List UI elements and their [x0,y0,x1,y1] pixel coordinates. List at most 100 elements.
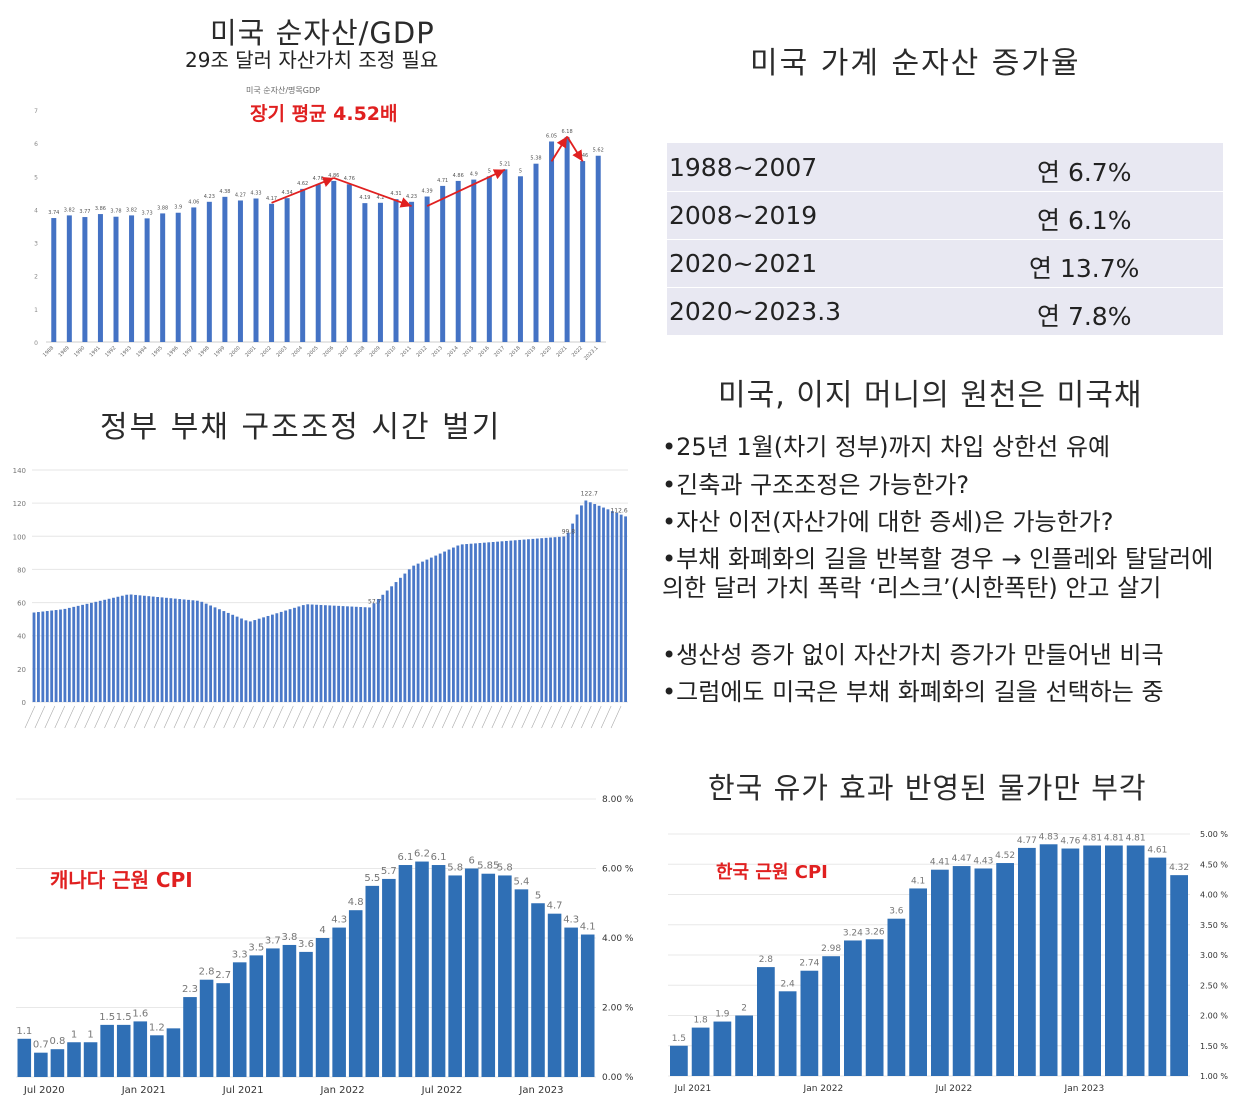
y-tick-label: 140 [13,467,26,475]
data-label: 3.8 [281,932,297,943]
bar [125,594,129,702]
bar [282,944,297,1077]
data-label: 5.38 [530,156,541,162]
annotation-label: 캐나다 근원 CPI [50,868,193,892]
bar [337,605,341,702]
data-label: 4.47 [952,854,972,864]
data-label: 2.8 [759,955,774,965]
bar [399,577,402,702]
bar [82,217,88,342]
bar [300,188,306,342]
bar [415,861,429,1077]
x-tick-label: 2010 [384,345,397,358]
bar [533,163,539,342]
data-label: 6.05 [546,133,557,139]
x-tick-mark [521,705,532,729]
x-tick-label: 1993 [120,345,133,358]
bar [271,614,274,702]
bar [120,595,124,702]
bar [279,611,283,702]
x-tick-mark [253,705,264,729]
bar [602,507,605,702]
bar [306,604,310,702]
bar [518,539,522,702]
x-tick-label: Jul 2021 [222,1085,264,1096]
bar [191,600,195,702]
bar [566,532,570,702]
x-tick-label: 2012 [415,345,428,358]
x-tick-label: 2018 [509,345,522,358]
bar [59,609,62,702]
x-tick-label: 1999 [213,345,226,358]
data-label: 112.6 [610,507,627,514]
bar [34,1052,48,1077]
data-label: 1.6 [132,1008,148,1019]
data-label: 2.98 [821,944,841,954]
y-tick-label: 0 [22,699,26,707]
bar [129,594,133,702]
y-tick-label: 1 [34,307,38,314]
bar [315,938,330,1077]
data-label: 4.86 [328,173,339,179]
bar [195,600,199,702]
bar [249,955,264,1077]
data-label: 4.81 [1104,833,1124,843]
x-tick-label: 2013 [431,345,444,358]
bar [382,878,396,1077]
bar [173,598,177,702]
bar [66,215,72,342]
data-label: 0.8 [49,1036,65,1047]
data-label: 1.5 [99,1012,115,1023]
bullet-item: •부채 화폐화의 길을 반복할 경우 → 인플레와 탈달러에 의한 달러 가치 … [662,545,1214,602]
trend-arrow [333,177,412,208]
trend-arrow [271,176,335,204]
bar [500,541,504,702]
bar [41,611,45,702]
bar [381,594,385,702]
bar [363,607,367,702]
bar [191,207,197,342]
bar [398,865,413,1077]
bar [372,603,376,702]
bar [94,601,98,702]
x-tick-mark [402,705,413,729]
x-tick-label: Jan 2022 [320,1085,365,1096]
data-label: 4.31 [390,191,401,197]
bar [460,544,464,702]
bar [187,599,190,702]
bar [778,991,797,1076]
x-tick-mark [571,705,582,729]
y-tick-label: 6 [34,141,38,148]
bar [160,597,164,702]
bar [269,203,275,342]
x-tick-mark [422,705,433,729]
bar [293,607,296,702]
x-tick-mark [352,705,364,729]
bar [1061,848,1080,1076]
bar [448,875,462,1077]
x-tick-mark [481,705,493,729]
y-tick-label: 2 [34,274,38,281]
bar [1105,845,1123,1076]
bar [133,1021,148,1077]
bar [332,605,336,702]
data-label: 4.1 [580,922,596,933]
x-tick-label: 2009 [369,345,382,358]
y-tick-label: 6.00 % [602,865,634,875]
bar [67,1042,81,1077]
x-tick-mark [173,705,185,729]
bar [206,201,212,342]
bar [487,542,491,702]
data-label: 3.82 [64,207,75,213]
bar [266,948,280,1077]
x-tick-label: 1988 [42,345,55,358]
bar [83,1042,98,1077]
data-label: 5.5 [364,873,380,884]
x-tick-label: 1995 [151,345,164,358]
data-label: 5 [519,168,522,174]
x-tick-mark [292,705,304,729]
x-tick-label: 2007 [338,345,351,358]
bar [231,614,235,702]
bar [240,618,243,702]
data-label: 1.9 [715,1010,730,1020]
